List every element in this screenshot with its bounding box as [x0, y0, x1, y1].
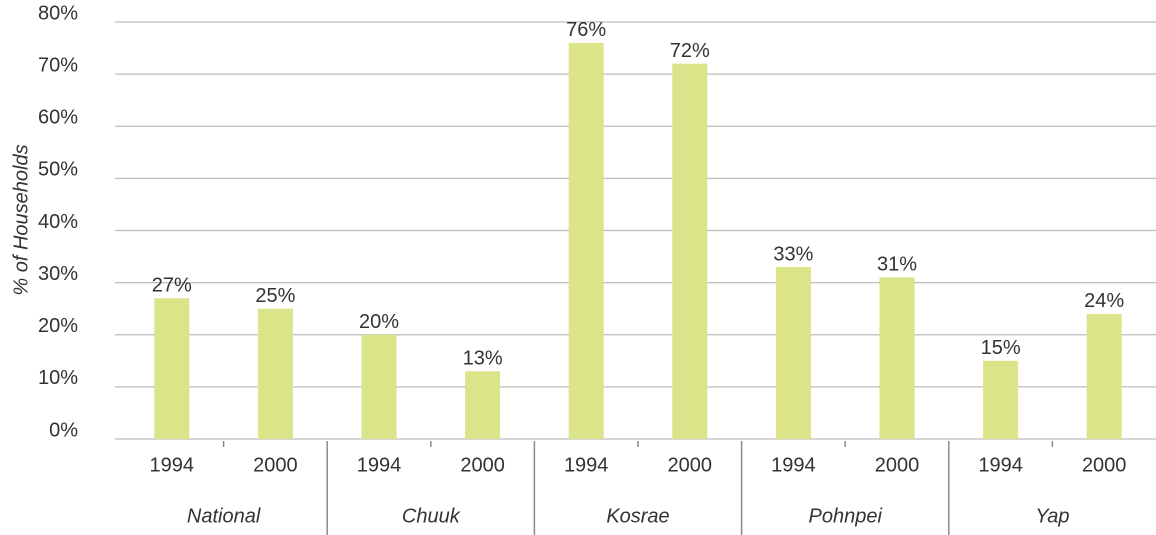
- bar: [1086, 313, 1122, 439]
- x-tick-label: 2000: [1082, 454, 1127, 476]
- y-tick-label: 80%: [38, 2, 78, 24]
- bar: [983, 360, 1019, 439]
- bar: [361, 334, 397, 439]
- x-tick-label: 1994: [771, 454, 816, 476]
- y-tick-label: 60%: [38, 107, 78, 129]
- data-label: 25%: [255, 285, 295, 307]
- y-tick-label: 50%: [38, 159, 78, 181]
- data-label: 20%: [359, 311, 399, 333]
- group-label: National: [187, 505, 261, 527]
- data-label: 31%: [877, 254, 917, 276]
- y-tick-label: 40%: [38, 211, 78, 233]
- y-tick-label: 10%: [38, 367, 78, 389]
- bar: [257, 308, 293, 439]
- x-tick-label: 1994: [357, 454, 402, 476]
- y-tick-label: 30%: [38, 263, 78, 285]
- bar: [568, 42, 604, 439]
- data-label: 13%: [463, 348, 503, 370]
- y-axis-title: % of Households: [10, 144, 32, 295]
- data-label: 72%: [670, 40, 710, 62]
- data-label: 24%: [1084, 290, 1124, 312]
- x-tick-label: 2000: [668, 454, 713, 476]
- bar: [775, 266, 811, 439]
- x-tick-label: 1994: [564, 454, 609, 476]
- y-tick-label: 20%: [38, 315, 78, 337]
- x-tick-label: 2000: [253, 454, 298, 476]
- y-tick-label: 0%: [49, 419, 78, 441]
- group-label: Yap: [1035, 505, 1069, 527]
- y-tick-label: 70%: [38, 54, 78, 76]
- group-label: Kosrae: [606, 505, 669, 527]
- data-label: 15%: [981, 337, 1021, 359]
- x-tick-label: 2000: [460, 454, 505, 476]
- bar: [465, 371, 501, 439]
- group-label: Pohnpei: [808, 505, 882, 527]
- bar: [154, 298, 190, 439]
- bar: [879, 277, 915, 439]
- data-label: 76%: [566, 19, 606, 41]
- x-tick-label: 2000: [875, 454, 920, 476]
- data-label: 33%: [773, 243, 813, 265]
- x-tick-label: 1994: [978, 454, 1023, 476]
- x-tick-label: 1994: [150, 454, 195, 476]
- data-label: 27%: [152, 275, 192, 297]
- group-label: Chuuk: [402, 505, 461, 527]
- bar: [672, 63, 708, 439]
